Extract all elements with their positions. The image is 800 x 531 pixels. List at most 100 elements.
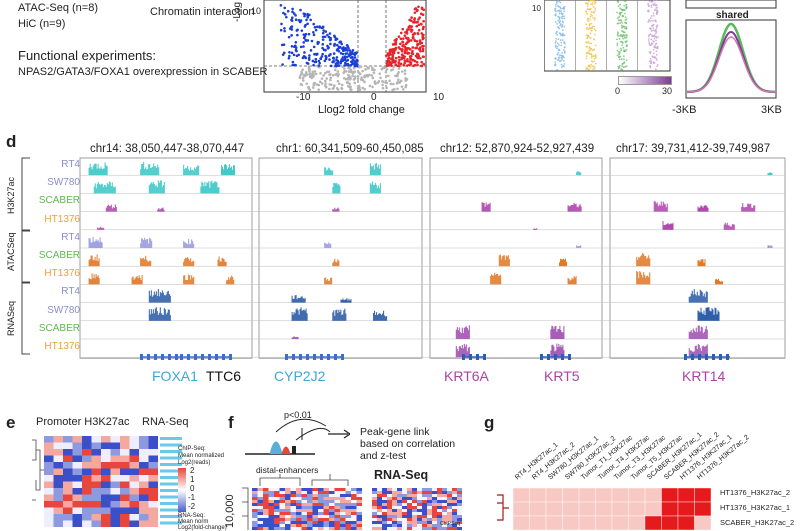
heat-f-rna-cell (447, 518, 452, 521)
volcano-point-down (318, 61, 322, 65)
signal-bar (227, 169, 229, 176)
gene-model-exon (547, 354, 550, 360)
gene-model-exon (180, 354, 183, 360)
signal-bar (96, 240, 98, 248)
tornado-dot (592, 5, 595, 8)
signal-bar (96, 254, 98, 267)
heat-f-rna-cell (417, 494, 422, 497)
tornado-dot (559, 1, 562, 4)
signal-bar (699, 331, 701, 339)
tornado-dot (554, 5, 557, 8)
volcano-point-ns (377, 80, 381, 83)
signal-bar (327, 244, 329, 248)
heat-f-rna-cell (447, 509, 452, 512)
signal-bar (342, 298, 344, 303)
signal-bar (98, 258, 100, 267)
heat-e-cell (44, 475, 54, 482)
profile-svg (685, 0, 777, 99)
heat-f-chip-cell (285, 488, 291, 491)
signal-bar (145, 255, 147, 267)
heat-f-chip-cell (296, 503, 302, 506)
signal-bar (225, 164, 227, 176)
tornado-dot (618, 55, 620, 58)
volcano-point-down (340, 42, 344, 46)
signal-bar (702, 333, 704, 339)
volcano-point-ns (333, 84, 336, 87)
panel-g-cell (677, 515, 695, 530)
heat-f-rna-cell (427, 524, 432, 527)
signal-bar (336, 208, 338, 212)
heat-e-cell (53, 442, 63, 449)
volcano-point-down (342, 48, 345, 52)
volcano-point-up (413, 31, 416, 35)
signal-bar (338, 260, 340, 267)
signal-bar (147, 261, 149, 267)
signal-bar (92, 278, 94, 285)
heat-f-rna-cell (372, 494, 377, 497)
heat-f-rna-cell (397, 488, 402, 491)
volcano-point-ns (381, 86, 385, 90)
signal-bar (378, 313, 380, 321)
tornado-dot (655, 42, 658, 45)
signal-bar (725, 224, 727, 230)
signal-bar (715, 308, 717, 321)
panel-g-cell (529, 487, 547, 503)
heat-f-chip-cell (318, 512, 324, 515)
signal-bar (562, 332, 564, 339)
tornado-dot (561, 57, 563, 59)
volcano-point-ns (347, 66, 350, 70)
tornado-dot (656, 58, 658, 61)
heat-f-chip-cell (345, 506, 351, 509)
volcano-point-down (310, 39, 314, 43)
heat-f-chip-cell (312, 503, 318, 506)
signal-bar (637, 271, 639, 285)
tornado-dot (616, 11, 618, 14)
signal-bar (505, 255, 507, 267)
heat-f-chip-cell (307, 518, 313, 521)
tornado-dot (590, 53, 592, 55)
heat-f-rna-cell (437, 518, 442, 521)
signal-bar (152, 166, 154, 176)
heat-f-chip-cell (345, 512, 351, 515)
signal-bar (667, 222, 669, 230)
signal-bar (482, 203, 484, 212)
tornado-dot (592, 16, 594, 19)
tornado-dot (652, 52, 655, 55)
signal-bar (372, 184, 374, 194)
panel-f-letter: f (228, 413, 234, 432)
heat-f-chip-cell (301, 503, 307, 506)
volcano-point-up (399, 47, 403, 51)
heat-f-chip-cell (296, 500, 302, 503)
tornado-dot (657, 36, 659, 38)
signal-bar (560, 258, 561, 267)
volcano-point-down (320, 26, 324, 30)
tornado-dot (654, 29, 656, 32)
signal-bar (154, 185, 156, 194)
signal-bar (94, 256, 96, 267)
heat-f-chip-cell (345, 524, 351, 527)
signal-bar (143, 257, 145, 267)
tornado-dot (558, 18, 561, 20)
signal-bar (157, 314, 159, 321)
signal-bar (573, 202, 575, 212)
heat-f-rna-cell (457, 509, 462, 512)
signal-bar (377, 185, 379, 194)
heat-e-cell (139, 436, 149, 443)
signal-bar (460, 333, 462, 339)
tornado-dot (592, 0, 595, 2)
panel-g-letter: g (484, 413, 495, 432)
heat-e-cell (120, 501, 130, 508)
gene-model-exon (299, 354, 302, 360)
signal-bar (646, 258, 648, 267)
signal-bar (369, 183, 371, 194)
signal-bar (331, 277, 333, 285)
signal-bar (147, 238, 149, 248)
volcano-point-up (401, 27, 405, 31)
heat-f-chip-cell (257, 497, 263, 500)
heat-f-rna-cell (437, 515, 442, 518)
signal-bar (697, 325, 699, 339)
tornado-dot (617, 19, 620, 22)
signal-bar (462, 333, 464, 339)
signal-bar (157, 164, 159, 176)
volcano-point-down (291, 7, 294, 11)
